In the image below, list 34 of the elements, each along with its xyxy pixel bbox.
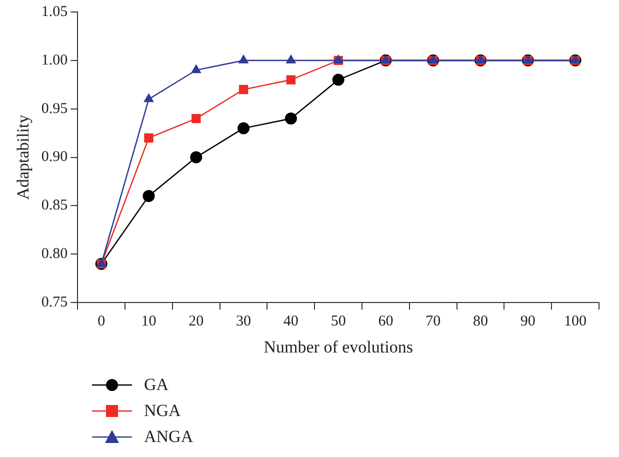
- y-tick-label: 0.90: [41, 149, 68, 166]
- legend-label: GA: [144, 375, 169, 395]
- point: [142, 190, 155, 202]
- y-tick-label: 0.80: [41, 246, 68, 262]
- x-axis-title: Number of evolutions: [264, 337, 413, 356]
- y-tick-label: 0.85: [41, 198, 68, 214]
- point: [284, 112, 297, 125]
- point: [286, 75, 296, 84]
- point: [332, 74, 344, 86]
- point: [144, 133, 154, 143]
- y-axis-title: Adaptability: [14, 114, 33, 200]
- legend-label: ANGA: [144, 427, 194, 447]
- y-tick-label: 0.75: [41, 294, 68, 311]
- x-tick-label: 10: [141, 314, 156, 330]
- x-tick-label: 40: [283, 314, 298, 330]
- point: [238, 122, 250, 134]
- point: [144, 93, 154, 102]
- x-tick-label: 70: [426, 314, 441, 330]
- x-tick-label: 100: [564, 314, 587, 330]
- x-tick-label: 0: [98, 314, 106, 330]
- x-tick-label: 50: [330, 314, 346, 330]
- x-tick-label: 60: [378, 314, 394, 330]
- x-tick-label: 20: [188, 314, 204, 330]
- point: [238, 84, 248, 94]
- point: [192, 114, 201, 124]
- x-tick-label: 80: [473, 314, 488, 330]
- y-tick-label: 1.00: [41, 52, 68, 68]
- point: [190, 151, 202, 164]
- legend-label: NGA: [144, 401, 181, 421]
- y-tick-label: 1.05: [41, 4, 68, 20]
- x-tick-label: 30: [236, 314, 252, 330]
- y-tick-label: 0.95: [41, 100, 68, 117]
- x-tick-label: 90: [520, 314, 536, 330]
- point: [190, 64, 202, 74]
